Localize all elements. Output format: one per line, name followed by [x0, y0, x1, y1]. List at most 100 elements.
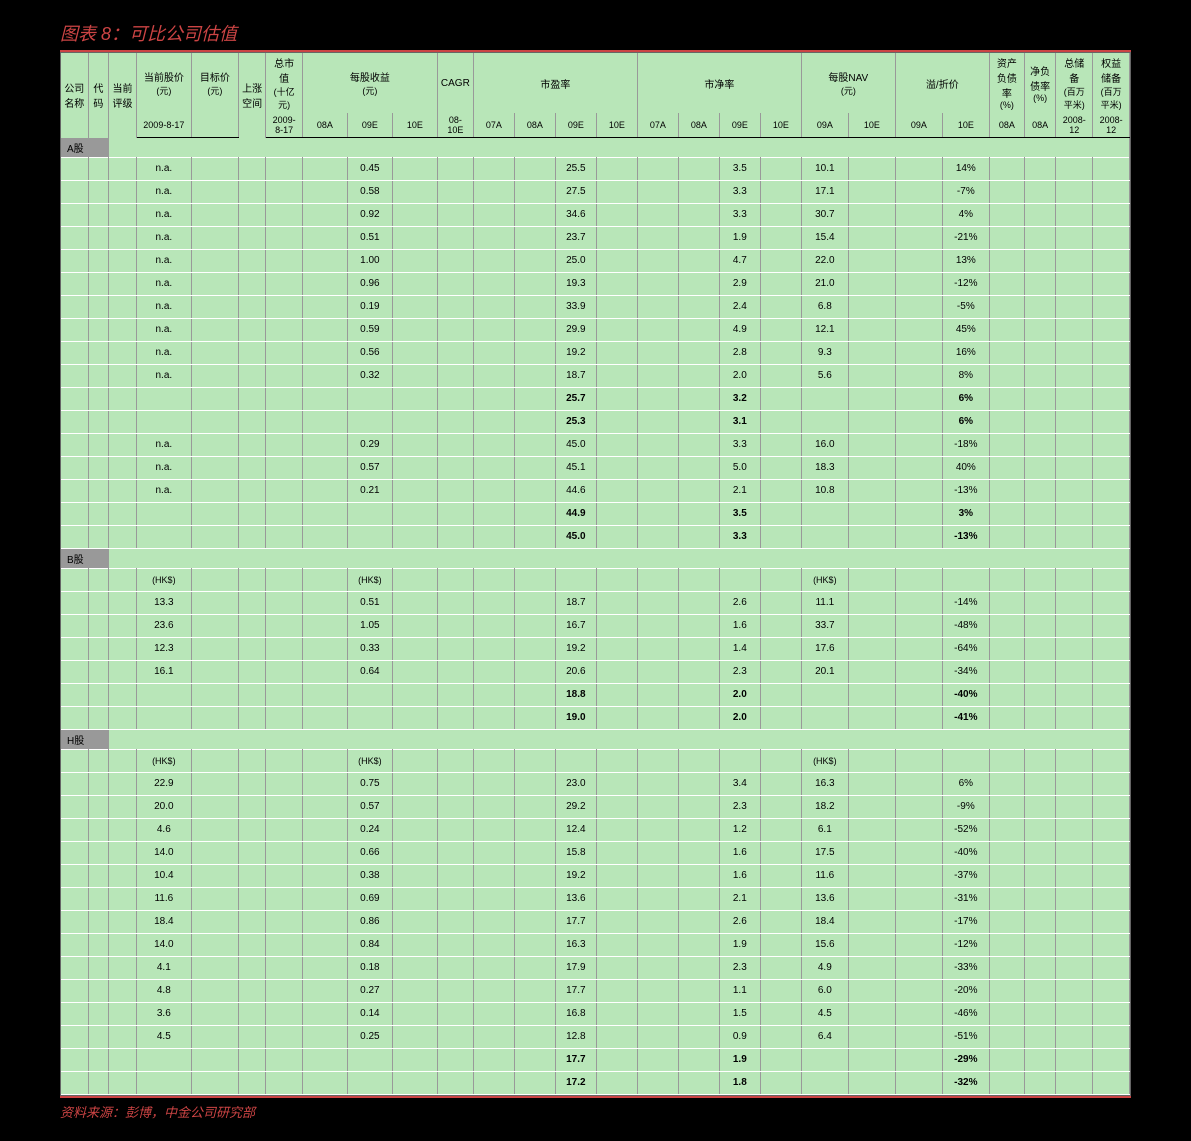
cell-landbank [1056, 203, 1093, 226]
cell-disc-10e: 13% [942, 249, 989, 272]
summary-pb: 2.0 [719, 683, 760, 706]
cell-landbank [1056, 637, 1093, 660]
cell-pb-10e [760, 660, 801, 683]
cell-pe-07a [473, 272, 514, 295]
cell-upside [238, 795, 266, 818]
table-row: n.a.0.5745.15.018.340% [61, 456, 1130, 479]
cell-rating [109, 979, 137, 1002]
cell-pe-09e: 19.3 [555, 272, 596, 295]
cell-pb-10e [760, 979, 801, 1002]
cell-nav-10e [848, 933, 895, 956]
cell-pe-09e: 19.2 [555, 341, 596, 364]
cell-upside [238, 979, 266, 1002]
cell-nav-10e [848, 910, 895, 933]
cell-pb-08a [678, 433, 719, 456]
cell-pb-07a [637, 157, 678, 180]
cell-company [61, 591, 88, 614]
section-header-row: A股 [61, 138, 1130, 158]
cell-nav-09a: 20.1 [801, 660, 848, 683]
cell-upside [238, 591, 266, 614]
cell-eps-09e: 0.21 [347, 479, 392, 502]
cell-eps-10e [392, 910, 437, 933]
cell-company [61, 157, 88, 180]
cell-disc-09a [895, 979, 942, 1002]
cell-price: n.a. [136, 295, 191, 318]
section-header-row: B股 [61, 548, 1130, 568]
cell-equity-lb [1093, 203, 1130, 226]
cell-code [88, 818, 109, 841]
summary-disc: -13% [942, 525, 989, 548]
cell-disc-10e: -13% [942, 479, 989, 502]
cell-pe-10e [596, 157, 637, 180]
cell-pe-08a [514, 272, 555, 295]
cell-cagr [437, 456, 473, 479]
cell-target [191, 795, 238, 818]
cell-pb-10e [760, 479, 801, 502]
col-eps-group: 每股收益(元) [302, 53, 437, 113]
cell-debt [989, 295, 1024, 318]
cell-eps-09e: 0.19 [347, 295, 392, 318]
table-header: 公司名称 代码 当前评级 当前股价(元) 目标价(元) 上涨空间 总市值(十亿元… [61, 53, 1130, 138]
cell-mcap [266, 295, 302, 318]
cell-company [61, 249, 88, 272]
cell-pb-10e [760, 295, 801, 318]
eps-08a: 08A [302, 113, 347, 138]
cell-pb-07a [637, 203, 678, 226]
cell-pb-09e: 1.9 [719, 226, 760, 249]
cell-landbank [1056, 887, 1093, 910]
cell-pb-07a [637, 795, 678, 818]
eqlb-date: 2008-12 [1093, 113, 1130, 138]
cell-disc-10e: 45% [942, 318, 989, 341]
cell-price: n.a. [136, 203, 191, 226]
cell-pb-09e: 3.3 [719, 180, 760, 203]
cell-pe-09e: 23.0 [555, 772, 596, 795]
cell-price: 12.3 [136, 637, 191, 660]
cell-debt [989, 341, 1024, 364]
cell-target [191, 433, 238, 456]
cell-rating [109, 180, 137, 203]
cell-pb-08a [678, 456, 719, 479]
date-tgt [191, 113, 238, 138]
cell-cagr [437, 479, 473, 502]
table-row: n.a.0.5827.53.317.1-7% [61, 180, 1130, 203]
cell-company [61, 318, 88, 341]
cell-rating [109, 637, 137, 660]
cell-netdebt [1024, 479, 1056, 502]
cell-pb-08a [678, 203, 719, 226]
cell-price: n.a. [136, 157, 191, 180]
summary-pb: 2.0 [719, 706, 760, 729]
cell-upside [238, 180, 266, 203]
cell-pb-07a [637, 841, 678, 864]
cell-netdebt [1024, 887, 1056, 910]
summary-disc: 3% [942, 502, 989, 525]
cell-pb-10e [760, 591, 801, 614]
cell-debt [989, 249, 1024, 272]
cell-nav-10e [848, 795, 895, 818]
cell-mcap [266, 364, 302, 387]
cell-landbank [1056, 157, 1093, 180]
cell-code [88, 614, 109, 637]
cell-rating [109, 226, 137, 249]
cell-eps-10e [392, 660, 437, 683]
cell-price: n.a. [136, 226, 191, 249]
cell-pe-10e [596, 226, 637, 249]
cell-price: 4.8 [136, 979, 191, 1002]
cell-pb-10e [760, 933, 801, 956]
header-row-1: 公司名称 代码 当前评级 当前股价(元) 目标价(元) 上涨空间 总市值(十亿元… [61, 53, 1130, 113]
cell-eps-09e: 0.18 [347, 956, 392, 979]
debt-08a: 08A [989, 113, 1024, 138]
pe-08a: 08A [514, 113, 555, 138]
col-landbank: 总储备(百万平米) [1056, 53, 1093, 113]
cell-eps-09e: 0.66 [347, 841, 392, 864]
cell-pb-07a [637, 887, 678, 910]
cell-equity-lb [1093, 772, 1130, 795]
cell-netdebt [1024, 180, 1056, 203]
cell-eps-09e: 0.51 [347, 591, 392, 614]
cell-eps-09e: 0.51 [347, 226, 392, 249]
cell-code [88, 795, 109, 818]
cell-company [61, 818, 88, 841]
source-note: 资料来源：彭博，中金公司研究部 [60, 1096, 1131, 1121]
summary-disc: -41% [942, 706, 989, 729]
cell-nav-09a: 33.7 [801, 614, 848, 637]
cell-eps-10e [392, 933, 437, 956]
